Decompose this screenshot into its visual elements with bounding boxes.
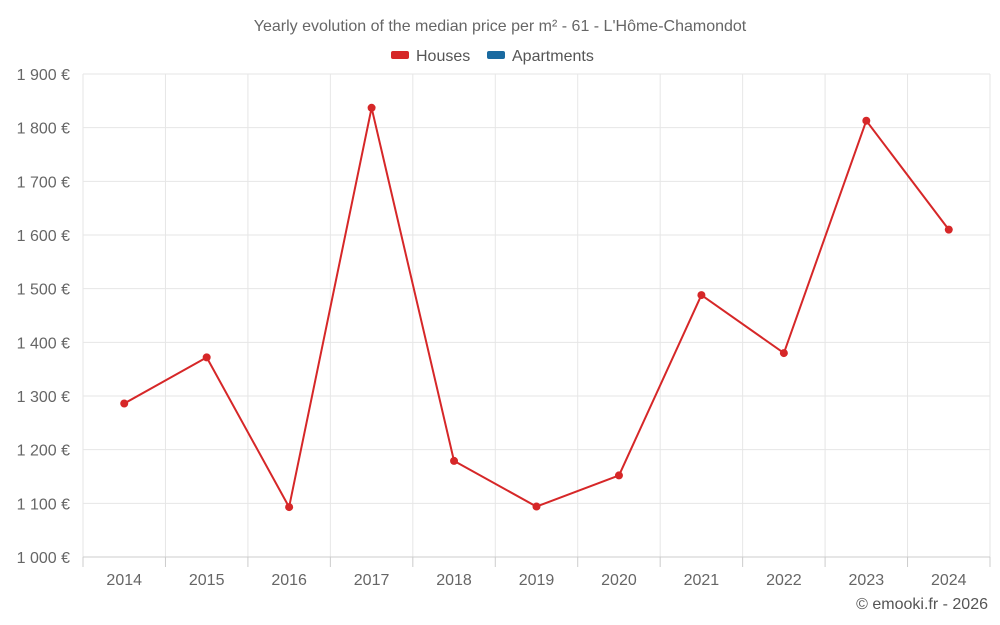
grid xyxy=(82,73,991,558)
legend-item-apartments[interactable]: Apartments xyxy=(487,48,594,65)
legend-label-houses: Houses xyxy=(416,48,470,65)
legend-swatch-apartments xyxy=(487,51,505,59)
x-tick-label: 2022 xyxy=(766,572,802,589)
y-tick-label: 1 100 € xyxy=(17,496,70,513)
y-tick-label: 1 500 € xyxy=(17,282,70,299)
series-houses: 2014: 1286 2015: 1372 2016: 1093 2017: 1837… xyxy=(120,103,953,512)
x-tick-label: 2017 xyxy=(354,572,390,589)
y-tick-label: 1 300 € xyxy=(17,389,70,406)
data-point[interactable]: 2024: 1610 xyxy=(944,225,953,234)
x-tick-label: 2024 xyxy=(931,572,967,589)
legend-item-houses[interactable]: Houses xyxy=(391,48,470,65)
y-tick-label: 1 800 € xyxy=(17,121,70,138)
legend-label-apartments: Apartments xyxy=(512,48,594,65)
x-tick-label: 2023 xyxy=(849,572,885,589)
y-tick-label: 1 600 € xyxy=(17,228,70,245)
data-point[interactable]: 2016: 1093 xyxy=(285,503,294,512)
legend: Houses Apartments xyxy=(391,48,594,65)
credit-text: © emooki.fr - 2026 xyxy=(856,596,988,613)
x-tick-label: 2016 xyxy=(271,572,307,589)
data-point[interactable]: 2022: 1380 xyxy=(779,349,788,358)
data-point[interactable]: 2018: 1179 xyxy=(450,456,459,465)
legend-swatch-houses xyxy=(391,51,409,59)
y-tick-label: 1 400 € xyxy=(17,335,70,352)
data-point[interactable]: 2019: 1094 xyxy=(532,502,541,511)
x-tick-label: 2021 xyxy=(684,572,720,589)
x-axis: 2014 2015 2016 2017 2018 2019 2020 2021 2022 2023… xyxy=(82,556,991,589)
y-tick-label: 1 900 € xyxy=(17,67,70,84)
data-point[interactable]: 2023: 1813 xyxy=(862,116,871,125)
x-tick-label: 2014 xyxy=(106,572,142,589)
chart-title: Yearly evolution of the median price per… xyxy=(254,18,747,35)
x-tick-label: 2018 xyxy=(436,572,472,589)
x-tick-label: 2020 xyxy=(601,572,637,589)
data-point[interactable]: 2020: 1152 xyxy=(614,471,623,480)
data-point[interactable]: 2015: 1372 xyxy=(202,353,211,362)
y-tick-label: 1 200 € xyxy=(17,443,70,460)
x-tick-label: 2019 xyxy=(519,572,555,589)
x-tick-label: 2015 xyxy=(189,572,225,589)
y-axis: 1 000 € 1 100 € 1 200 € 1 300 € 1 400 € 1 500… xyxy=(17,67,70,567)
data-point[interactable]: 2014: 1286 xyxy=(120,399,129,408)
data-point[interactable]: 2021: 1488 xyxy=(697,291,706,300)
y-tick-label: 1 700 € xyxy=(17,174,70,191)
data-point[interactable]: 2017: 1837 xyxy=(367,103,376,112)
y-tick-label: 1 000 € xyxy=(17,550,70,567)
